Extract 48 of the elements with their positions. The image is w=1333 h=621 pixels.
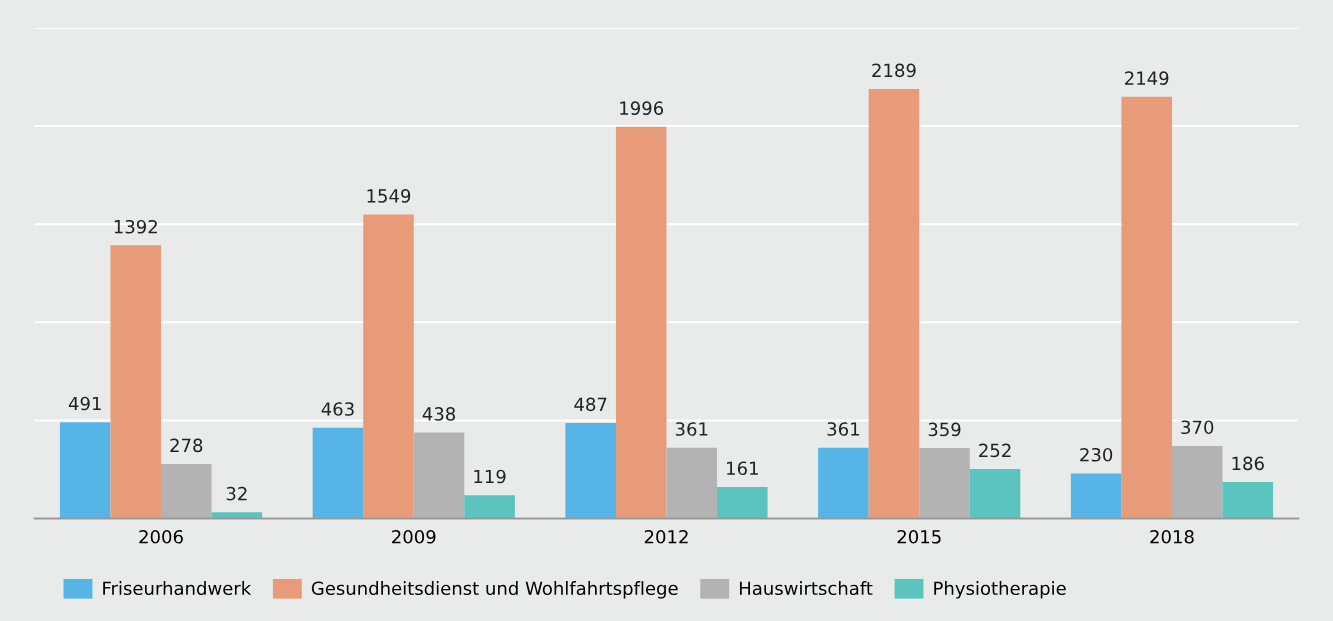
data-label: 1549: [367, 189, 411, 203]
data-label: 2149: [1125, 71, 1169, 85]
data-label: 359: [928, 422, 961, 437]
data-label: 1996: [620, 101, 664, 116]
data-label: 119: [474, 469, 506, 484]
data-label: 370: [1181, 420, 1214, 435]
data-label: 491: [68, 396, 101, 411]
bar: [1222, 482, 1274, 519]
bar: [312, 427, 364, 519]
bar: [717, 486, 768, 519]
bar: [969, 469, 1021, 519]
bar: [110, 245, 162, 519]
data-label: 252: [979, 443, 1011, 458]
bar: [1070, 473, 1122, 519]
bar: [868, 88, 920, 519]
data-label: 186: [1232, 456, 1264, 471]
legend-label: Gesundheitsdienst und Wohlfahrtspflege: [311, 581, 678, 599]
bar: [818, 447, 869, 519]
bar: [666, 447, 718, 519]
legend-label: Hauswirtschaft: [739, 581, 873, 596]
bar: [363, 214, 414, 519]
data-label: 438: [422, 407, 456, 421]
x-tick-label: 2006: [139, 529, 183, 544]
legend-label: Physiotherapie: [934, 581, 1066, 599]
data-label: 1392: [114, 219, 157, 234]
data-label: 361: [827, 422, 859, 436]
x-tick-label: 2009: [392, 529, 436, 544]
x-tick-label: 2015: [897, 529, 941, 544]
x-tick-label: 2012: [644, 529, 688, 544]
data-label: 32: [226, 486, 247, 501]
bar: [1171, 445, 1223, 519]
bar: [413, 432, 465, 519]
bar: [615, 126, 667, 519]
data-label: 230: [1080, 447, 1113, 462]
bar: [919, 448, 970, 519]
bar: [59, 422, 111, 519]
bar: [464, 495, 515, 519]
data-label: 487: [574, 397, 607, 412]
data-label: 2189: [872, 63, 916, 78]
legend-label: Friseurhandwerk: [103, 581, 252, 596]
x-tick-label: 2018: [1150, 529, 1194, 544]
data-label: 361: [675, 422, 708, 436]
data-label: 161: [727, 461, 758, 476]
bar: [1121, 96, 1172, 519]
data-label: 278: [170, 438, 203, 453]
bar: [161, 463, 212, 519]
data-label: 463: [321, 402, 354, 416]
bar: [565, 422, 616, 519]
